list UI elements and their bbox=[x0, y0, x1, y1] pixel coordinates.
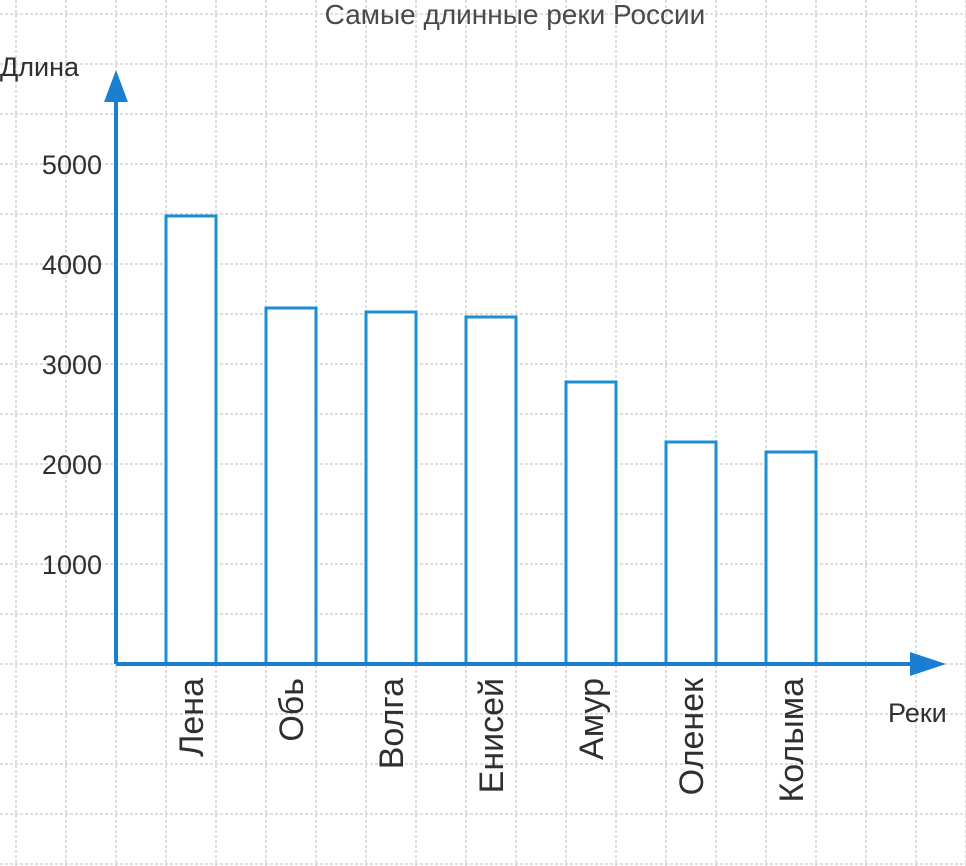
x-tick-label: Лена bbox=[173, 678, 211, 757]
x-tick-label: Енисей bbox=[473, 678, 511, 793]
bar bbox=[164, 214, 218, 666]
y-tick-label: 5000 bbox=[42, 150, 102, 180]
axes bbox=[104, 70, 946, 676]
x-tick-label: Амур bbox=[573, 678, 611, 760]
labels: 1000 2000 3000 4000 5000 Лена Обь Волга Енисей Ам… bbox=[42, 150, 811, 803]
bar bbox=[764, 450, 818, 666]
y-axis-arrow bbox=[104, 70, 128, 102]
y-tick-label: 2000 bbox=[42, 450, 102, 480]
x-axis-arrow bbox=[910, 652, 946, 676]
bar bbox=[564, 380, 618, 666]
y-tick-label: 3000 bbox=[42, 350, 102, 380]
bar bbox=[264, 306, 318, 666]
bar bbox=[364, 310, 418, 666]
x-tick-label: Волга bbox=[373, 678, 411, 769]
y-tick-label: 1000 bbox=[42, 550, 102, 580]
y-tick-label: 4000 bbox=[42, 250, 102, 280]
x-axis-label: Реки bbox=[888, 698, 947, 728]
bars bbox=[164, 214, 818, 666]
x-tick-label: Обь bbox=[273, 678, 311, 742]
x-tick-label: Оленек bbox=[673, 677, 711, 795]
x-tick-label: Колыма bbox=[773, 678, 811, 803]
bar bbox=[464, 315, 518, 666]
bar bbox=[664, 440, 718, 666]
chart-title: Самые длинные реки России bbox=[325, 0, 706, 30]
y-axis-label: Длина bbox=[0, 52, 80, 82]
